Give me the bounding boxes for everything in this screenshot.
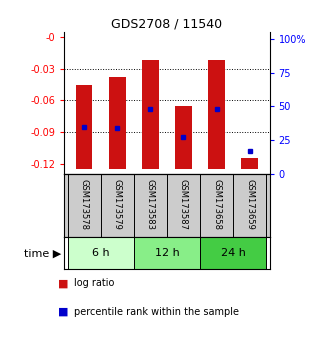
Bar bbox=[208, 60, 225, 169]
Text: ■: ■ bbox=[58, 307, 68, 316]
Text: GSM173578: GSM173578 bbox=[80, 179, 89, 230]
Text: 24 h: 24 h bbox=[221, 248, 246, 258]
Text: time ▶: time ▶ bbox=[24, 248, 61, 258]
Text: GSM173583: GSM173583 bbox=[146, 179, 155, 230]
Title: GDS2708 / 11540: GDS2708 / 11540 bbox=[111, 18, 222, 31]
Bar bbox=[142, 60, 159, 169]
Bar bbox=[67, 238, 134, 269]
Text: ■: ■ bbox=[58, 278, 68, 288]
Text: 6 h: 6 h bbox=[92, 248, 109, 258]
Bar bbox=[241, 158, 258, 169]
Bar bbox=[76, 85, 92, 169]
Text: GSM173659: GSM173659 bbox=[245, 179, 254, 230]
Text: log ratio: log ratio bbox=[74, 278, 114, 288]
Bar bbox=[175, 105, 192, 169]
Bar bbox=[134, 238, 200, 269]
Text: GSM173658: GSM173658 bbox=[212, 179, 221, 230]
Text: 12 h: 12 h bbox=[154, 248, 179, 258]
Text: GSM173587: GSM173587 bbox=[179, 179, 188, 230]
Bar bbox=[109, 77, 126, 169]
Bar bbox=[200, 238, 266, 269]
Text: percentile rank within the sample: percentile rank within the sample bbox=[74, 307, 239, 316]
Text: GSM173579: GSM173579 bbox=[113, 179, 122, 230]
